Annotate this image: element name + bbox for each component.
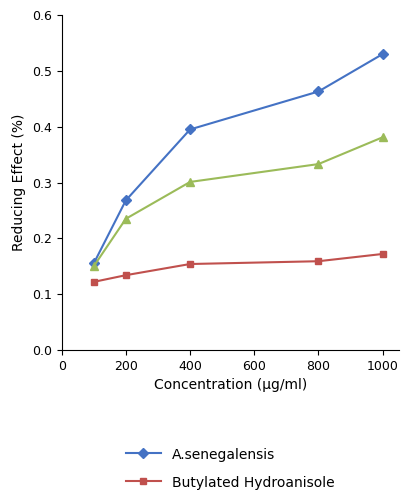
A.senegalensis <box>316 88 321 94</box>
Butylated Hydroanisole <box>380 251 385 257</box>
Legend: A.senegalensis, Butylated Hydroanisole, α-Tocopherol: A.senegalensis, Butylated Hydroanisole, … <box>119 440 341 500</box>
A.senegalensis <box>123 198 128 203</box>
α-Tocopherol <box>123 216 128 222</box>
α-Tocopherol <box>380 134 385 140</box>
A.senegalensis <box>380 51 385 57</box>
α-Tocopherol <box>91 263 96 269</box>
Line: A.senegalensis: A.senegalensis <box>90 50 386 267</box>
Butylated Hydroanisole <box>91 279 96 285</box>
Butylated Hydroanisole <box>123 272 128 278</box>
Line: α-Tocopherol: α-Tocopherol <box>90 133 387 270</box>
X-axis label: Concentration (μg/ml): Concentration (μg/ml) <box>154 378 307 392</box>
A.senegalensis <box>91 260 96 266</box>
α-Tocopherol <box>316 161 321 167</box>
Y-axis label: Reducing Effect (%): Reducing Effect (%) <box>12 114 26 251</box>
A.senegalensis <box>187 126 192 132</box>
Butylated Hydroanisole <box>316 258 321 264</box>
Line: Butylated Hydroanisole: Butylated Hydroanisole <box>90 250 386 286</box>
α-Tocopherol <box>187 179 192 185</box>
Butylated Hydroanisole <box>187 261 192 267</box>
